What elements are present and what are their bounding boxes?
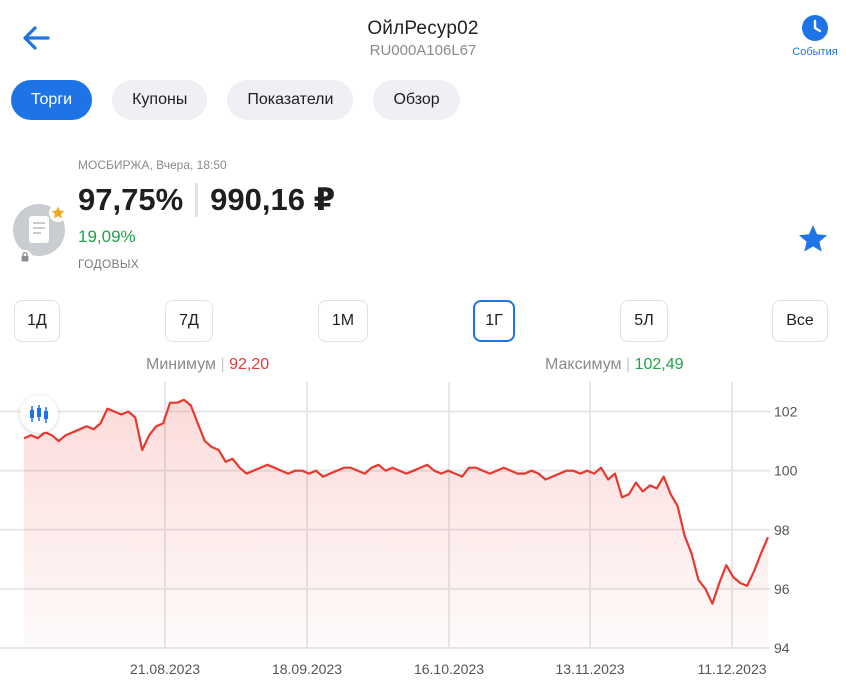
price-chart-svg: 21.08.2023 18.09.2023 16.10.2023 13.11.2023…: [0, 382, 798, 677]
min-value: 92,20: [229, 356, 270, 373]
candlestick-toggle-button[interactable]: [20, 395, 58, 433]
price-row: 97,75% 990,16 ₽: [78, 182, 335, 218]
min-separator: |: [220, 356, 225, 373]
star-badge-icon: [49, 204, 67, 222]
price-rub: 990,16 ₽: [210, 182, 336, 217]
range-maximum: Максимум | 102,49: [545, 356, 684, 374]
period-1m[interactable]: 1М: [318, 300, 368, 342]
clock-icon: [802, 15, 828, 41]
y-tick-label: 102: [774, 404, 798, 420]
yield-value: 19,09%: [78, 227, 136, 246]
period-5y[interactable]: 5Л: [620, 300, 668, 342]
tab-trades[interactable]: Торги: [11, 80, 93, 120]
price-line: [23, 398, 770, 605]
period-selector: 1Д 7Д 1М 1Г 5Л Все: [0, 300, 846, 342]
period-all[interactable]: Все: [772, 300, 828, 342]
x-tick-label: 13.11.2023: [555, 661, 624, 677]
x-tick-label: 18.09.2023: [272, 661, 342, 677]
price-area: [24, 399, 768, 648]
y-tick-label: 94: [774, 640, 790, 656]
max-label: Максимум: [545, 356, 622, 373]
events-button[interactable]: События: [786, 14, 844, 58]
yield-label: ГОДОВЫХ: [78, 257, 140, 271]
title-block: ОйлРесур02 RU000A106L67: [0, 18, 846, 59]
back-button[interactable]: [18, 22, 54, 54]
quote-panel: МОСБИРЖА, Вчера, 18:50 97,75% 990,16 ₽ 1…: [0, 150, 846, 280]
arrow-left-icon: [23, 26, 50, 50]
lock-icon: [18, 250, 32, 264]
x-tick-label: 16.10.2023: [414, 661, 484, 677]
header: ОйлРесур02 RU000A106L67 События: [0, 0, 846, 80]
min-label: Минимум: [146, 356, 217, 373]
favorite-star-icon[interactable]: [797, 223, 829, 255]
max-separator: |: [625, 356, 631, 373]
max-value: 102,49: [634, 356, 684, 373]
price-chart[interactable]: 21.08.2023 18.09.2023 16.10.2023 13.11.2023…: [0, 382, 846, 687]
period-1d[interactable]: 1Д: [14, 300, 60, 342]
x-tick-label: 11.12.2023: [697, 661, 766, 677]
period-7d[interactable]: 7Д: [165, 300, 213, 342]
exchange-timestamp: МОСБИРЖА, Вчера, 18:50: [78, 158, 227, 172]
y-tick-label: 98: [774, 522, 790, 538]
x-tick-label: 21.08.2023: [130, 661, 200, 677]
isin-code: RU000A106L67: [369, 42, 477, 59]
page-title: ОйлРесур02: [367, 18, 479, 39]
y-tick-label: 100: [774, 463, 798, 479]
document-icon: [29, 216, 49, 243]
tab-coupons[interactable]: Купоны: [112, 80, 208, 120]
tab-overview[interactable]: Обзор: [373, 80, 460, 120]
price-percent: 97,75%: [78, 182, 184, 217]
range-minimum: Минимум | 92,20: [146, 356, 269, 374]
period-1y[interactable]: 1Г: [473, 300, 515, 342]
tab-bar: Торги Купоны Показатели Обзор: [11, 80, 460, 120]
y-tick-label: 96: [774, 581, 790, 597]
candlestick-icon: [30, 405, 48, 423]
events-label: События: [792, 46, 838, 58]
tab-indicators[interactable]: Показатели: [227, 80, 354, 120]
price-divider: [195, 183, 199, 217]
